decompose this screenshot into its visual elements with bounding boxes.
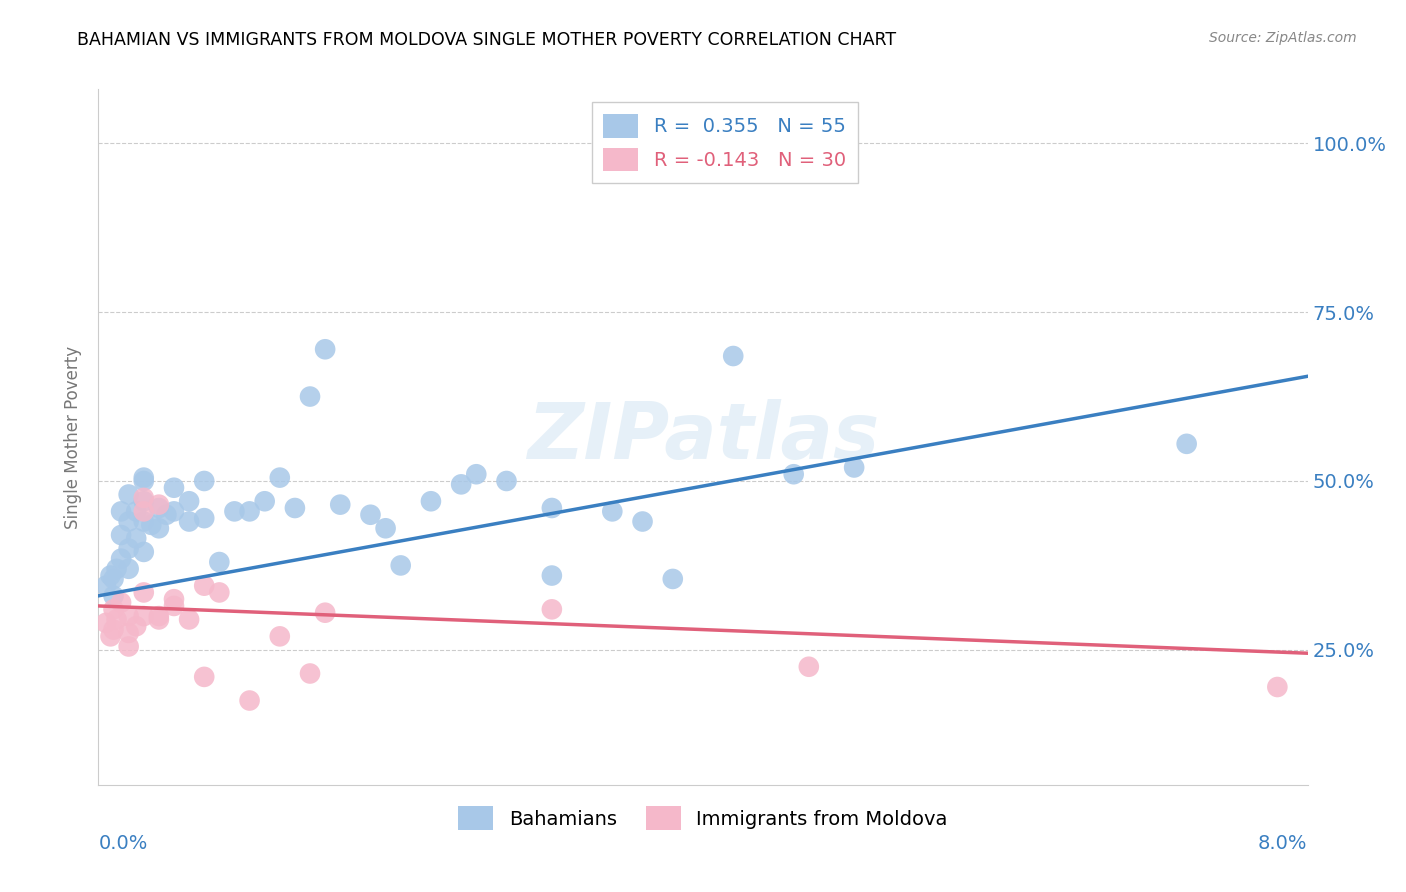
Point [239, 504, 262, 518]
Point [299, 666, 322, 681]
Point [163, 599, 186, 613]
Point [495, 474, 517, 488]
Point [465, 467, 488, 482]
Point [239, 693, 262, 707]
Point [723, 349, 745, 363]
Text: Source: ZipAtlas.com: Source: ZipAtlas.com [1209, 31, 1357, 45]
Point [208, 555, 231, 569]
Point [844, 460, 866, 475]
Point [141, 517, 163, 532]
Point [94, 579, 117, 593]
Point [110, 596, 132, 610]
Point [631, 515, 654, 529]
Point [783, 467, 806, 482]
Point [269, 470, 291, 484]
Point [208, 585, 231, 599]
Point [132, 470, 155, 484]
Point [105, 612, 128, 626]
Point [118, 626, 141, 640]
Text: 0.0%: 0.0% [98, 834, 148, 853]
Point [125, 619, 148, 633]
Point [314, 343, 336, 357]
Point [148, 498, 170, 512]
Point [132, 491, 155, 505]
Point [179, 494, 201, 508]
Point [420, 494, 443, 508]
Point [103, 623, 125, 637]
Point [103, 602, 125, 616]
Point [132, 609, 155, 624]
Point [132, 504, 155, 518]
Point [148, 612, 170, 626]
Point [132, 545, 155, 559]
Point [193, 511, 215, 525]
Point [110, 504, 132, 518]
Point [163, 504, 186, 518]
Point [103, 572, 125, 586]
Point [299, 390, 322, 404]
Point [125, 532, 148, 546]
Point [797, 659, 820, 673]
Text: ZIPatlas: ZIPatlas [527, 399, 879, 475]
Point [110, 551, 132, 566]
Point [540, 501, 562, 516]
Point [224, 504, 246, 518]
Point [253, 494, 276, 508]
Point [692, 143, 714, 157]
Point [450, 477, 472, 491]
Point [155, 508, 177, 522]
Point [269, 629, 291, 643]
Point [602, 504, 624, 518]
Point [118, 487, 141, 501]
Point [360, 508, 382, 522]
Point [329, 498, 352, 512]
Point [132, 494, 155, 508]
Legend: Bahamians, Immigrants from Moldova: Bahamians, Immigrants from Moldova [450, 798, 956, 838]
Point [193, 670, 215, 684]
Point [105, 562, 128, 576]
Point [125, 504, 148, 518]
Point [100, 568, 122, 582]
Point [1267, 680, 1289, 694]
Point [314, 606, 336, 620]
Point [118, 541, 141, 556]
Y-axis label: Single Mother Poverty: Single Mother Poverty [65, 345, 83, 529]
Point [193, 474, 215, 488]
Point [118, 562, 141, 576]
Point [284, 501, 307, 516]
Text: BAHAMIAN VS IMMIGRANTS FROM MOLDOVA SINGLE MOTHER POVERTY CORRELATION CHART: BAHAMIAN VS IMMIGRANTS FROM MOLDOVA SING… [77, 31, 897, 49]
Point [94, 615, 117, 630]
Point [132, 585, 155, 599]
Point [179, 515, 201, 529]
Point [540, 602, 562, 616]
Point [132, 515, 155, 529]
Point [163, 592, 186, 607]
Point [148, 609, 170, 624]
Point [148, 521, 170, 535]
Point [100, 629, 122, 643]
Text: 8.0%: 8.0% [1258, 834, 1308, 853]
Point [374, 521, 396, 535]
Point [110, 528, 132, 542]
Point [179, 612, 201, 626]
Point [132, 474, 155, 488]
Point [103, 589, 125, 603]
Point [389, 558, 412, 573]
Point [118, 609, 141, 624]
Point [661, 572, 683, 586]
Point [118, 515, 141, 529]
Point [540, 568, 562, 582]
Point [148, 501, 170, 516]
Point [163, 481, 186, 495]
Point [1175, 437, 1198, 451]
Point [118, 640, 141, 654]
Point [193, 579, 215, 593]
